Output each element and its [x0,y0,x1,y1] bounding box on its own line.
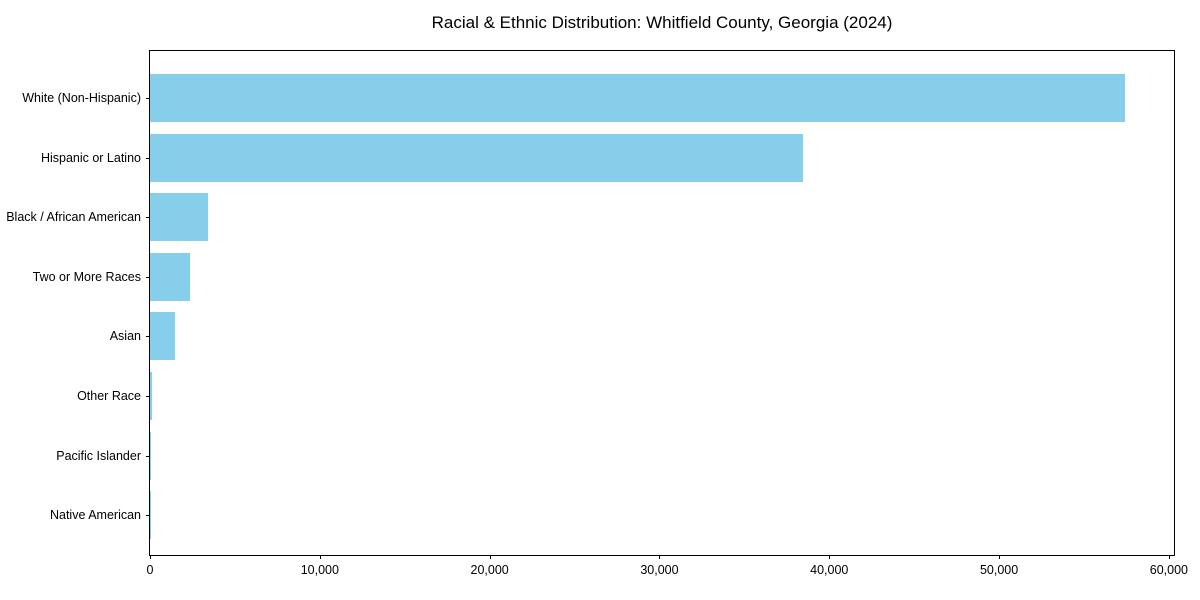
y-tick-mark [146,276,150,278]
y-tick-label: Hispanic or Latino [40,150,141,165]
bar [150,312,175,361]
x-tick-label: 0 [146,563,154,577]
y-tick-label: White (Non-Hispanic) [22,91,141,105]
y-tick-mark [146,396,150,397]
bar [150,252,191,301]
x-tick-mark [150,555,151,559]
y-tick-label: Asian [109,329,141,344]
x-tick-mark [319,555,321,559]
y-tick-mark [146,217,150,219]
y-tick-mark [146,98,150,99]
x-tick-mark [829,555,831,559]
bar [150,193,208,242]
x-tick-label: 20,000 [470,563,509,577]
x-tick-mark [1168,555,1170,559]
y-tick-mark [146,515,150,517]
y-tick-label: Native American [49,508,141,523]
y-tick-mark [146,157,150,159]
x-tick-mark [659,555,661,559]
x-tick-label: 30,000 [640,563,679,577]
x-tick-mark [489,555,491,559]
y-tick-label: Two or More Races [32,269,141,284]
chart-title: Racial & Ethnic Distribution: Whitfield … [431,13,893,32]
chart-plot-area: White (Non-Hispanic) Hispanic or Latino Bl… [6,50,1188,577]
x-tick-label: 50,000 [979,563,1019,577]
y-tick-label: Other Race [77,389,141,403]
bar [150,133,803,182]
y-tick-label: Black / African American [6,210,141,225]
x-tick-label: 40,000 [810,563,849,577]
x-tick-mark [999,555,1001,559]
x-tick-label: 60,000 [1149,563,1189,577]
y-tick-mark [146,455,150,457]
bar [150,431,151,480]
y-tick-mark [146,336,150,338]
bar [150,74,1125,122]
bar [150,372,152,420]
x-tick-label: 10,000 [300,563,339,577]
y-tick-label: Pacific Islander [56,448,141,463]
